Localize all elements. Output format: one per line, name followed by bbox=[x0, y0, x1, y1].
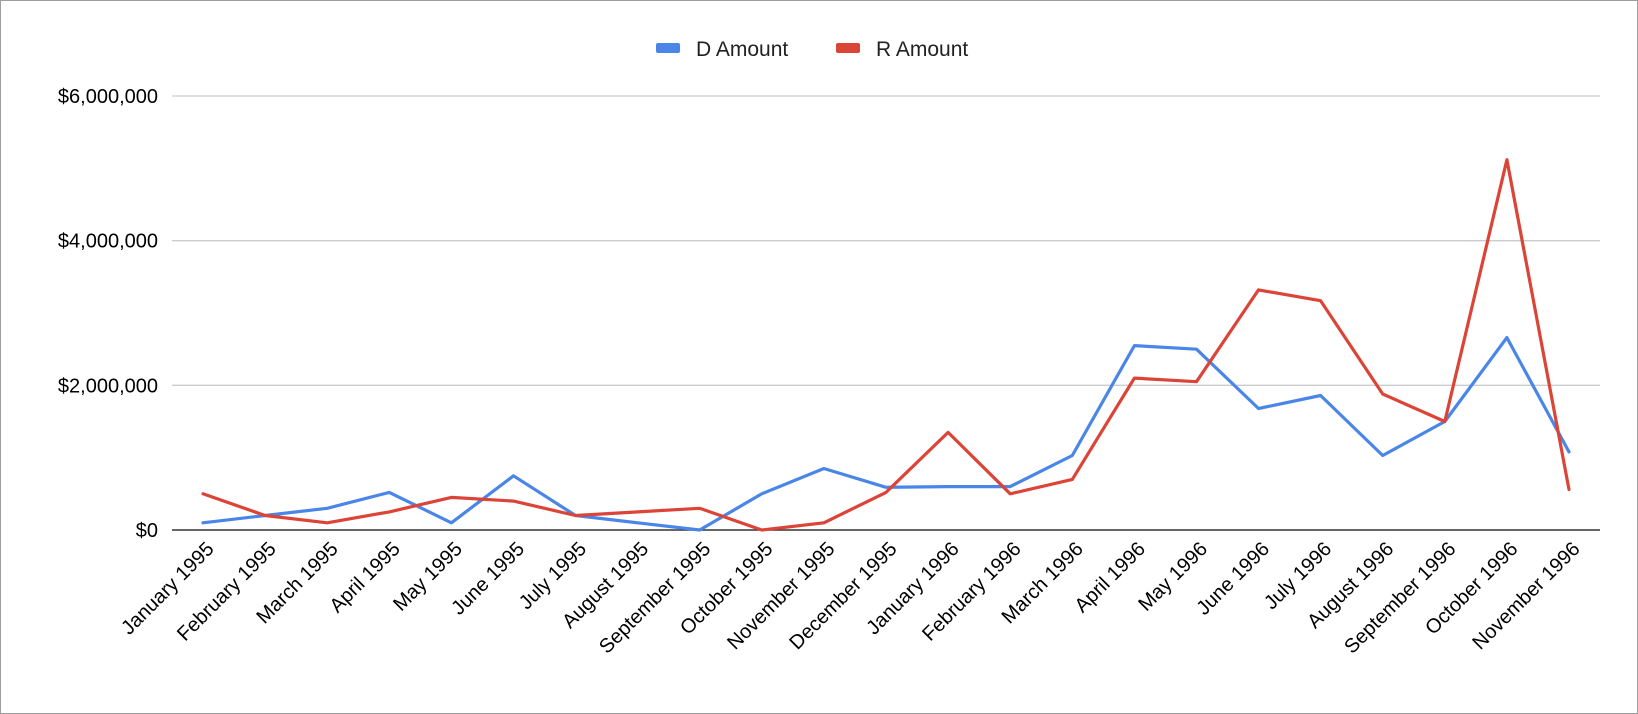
series-lines bbox=[201, 158, 1571, 532]
legend-label: R Amount bbox=[876, 38, 968, 61]
legend-swatch bbox=[836, 43, 860, 53]
y-tick-label: $4,000,000 bbox=[58, 231, 158, 253]
series-line-d-amount bbox=[201, 336, 1571, 532]
y-tick-label: $2,000,000 bbox=[58, 375, 158, 397]
x-tick-label: November 1995 bbox=[723, 538, 839, 654]
x-tick-label: September 1996 bbox=[1340, 538, 1460, 658]
series-line-r-amount bbox=[201, 158, 1571, 532]
y-axis-ticks: $0 $2,000,000 $4,000,000 $6,000,000 bbox=[58, 86, 158, 542]
legend-label: D Amount bbox=[696, 38, 788, 61]
legend-swatch bbox=[656, 43, 680, 53]
x-tick-label: September 1995 bbox=[595, 538, 715, 658]
gridlines bbox=[172, 95, 1600, 531]
x-tick-label: December 1995 bbox=[785, 538, 901, 654]
legend: D Amount R Amount bbox=[656, 38, 968, 61]
y-tick-label: $6,000,000 bbox=[58, 86, 158, 108]
y-tick-label: $0 bbox=[136, 520, 158, 542]
x-tick-label: November 1996 bbox=[1468, 538, 1584, 654]
